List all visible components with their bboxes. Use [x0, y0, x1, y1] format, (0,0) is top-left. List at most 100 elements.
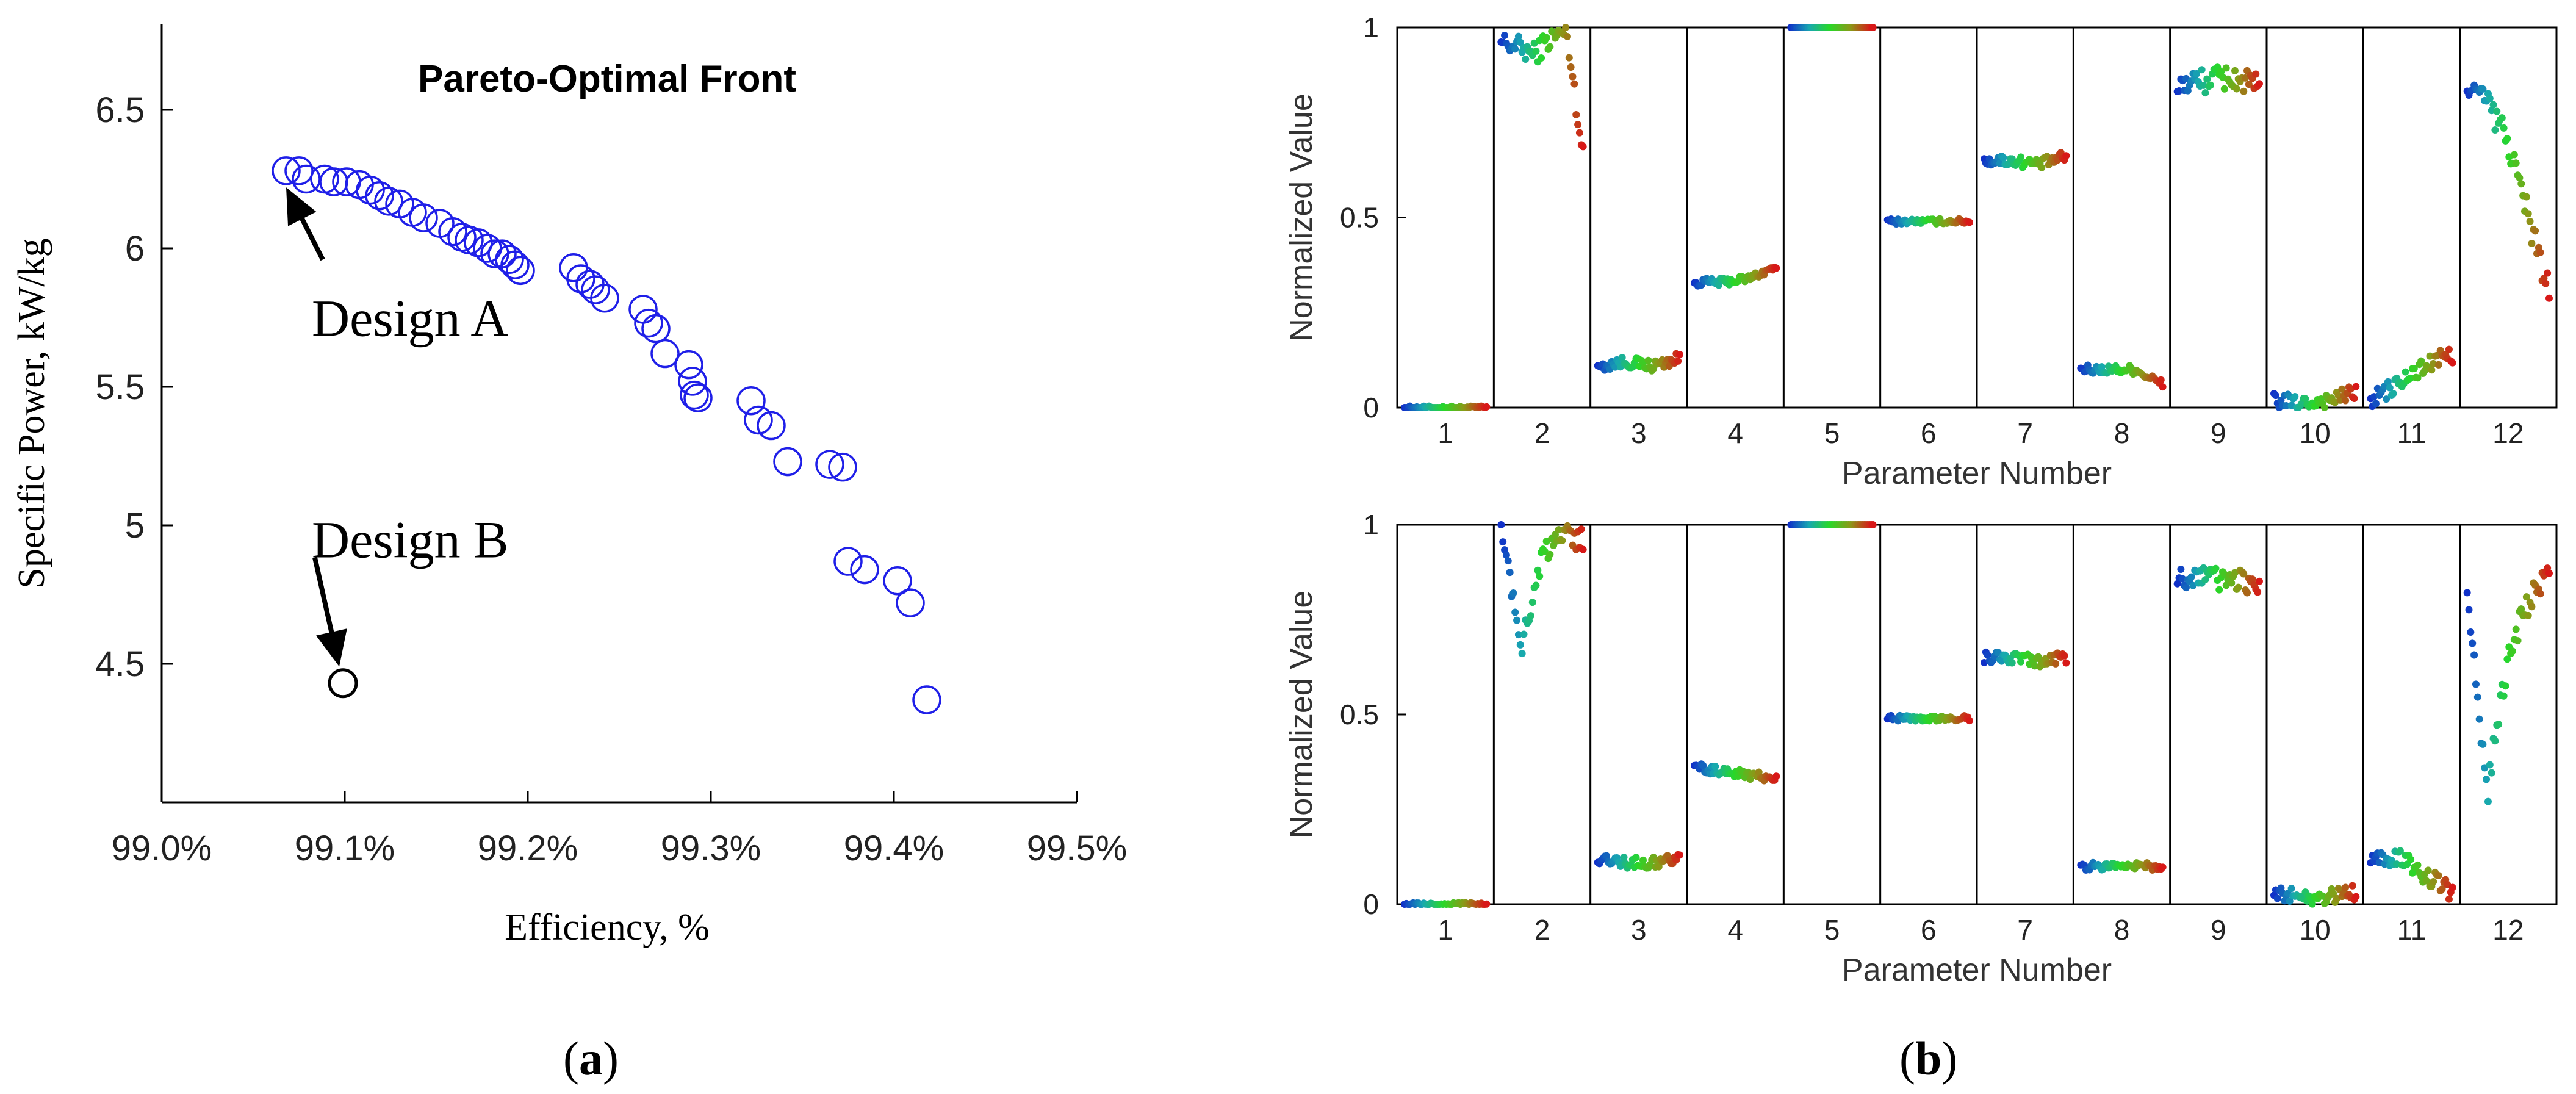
data-point	[2396, 847, 2404, 855]
pareto-point	[284, 156, 314, 185]
data-point	[1579, 143, 1587, 151]
x-tick-label: 8	[2114, 417, 2130, 449]
data-point	[1546, 43, 1554, 51]
data-point	[2283, 402, 2290, 410]
x-axis-label: Parameter Number	[1842, 952, 2112, 988]
data-point	[1514, 32, 1522, 40]
pareto-point	[850, 555, 879, 585]
data-point	[2522, 593, 2530, 601]
x-tick-label: 2	[1534, 417, 1550, 449]
data-point	[1966, 218, 1973, 226]
data-point	[2232, 85, 2240, 93]
data-point	[1511, 45, 1519, 53]
data-point	[2062, 152, 2070, 160]
x-tick-label: 3	[1631, 417, 1647, 449]
annotation-arrow-head	[315, 628, 347, 667]
data-point	[1538, 54, 1545, 62]
pareto-point	[272, 156, 301, 185]
data-point	[2512, 625, 2520, 633]
data-point	[2198, 66, 2206, 74]
y-axis-label: Specific Power, kW/kg	[11, 238, 52, 588]
pareto-point	[409, 203, 438, 232]
x-tick-label: 4	[1727, 914, 1743, 946]
data-point	[2372, 400, 2380, 408]
data-point	[2338, 385, 2346, 393]
data-point	[1483, 900, 1491, 908]
data-point	[1577, 525, 1585, 533]
data-point	[2157, 376, 2165, 384]
data-point	[2445, 895, 2453, 903]
design-a-label: Design A	[312, 289, 509, 348]
pareto-point	[757, 411, 786, 441]
data-point	[1514, 631, 1522, 639]
data-point	[2407, 855, 2415, 863]
y-tick-label: 6.5	[95, 90, 145, 130]
data-point	[1575, 129, 1583, 137]
data-point	[2234, 583, 2242, 591]
data-point	[2486, 761, 2494, 769]
data-point	[1984, 651, 1991, 659]
pareto-point	[365, 181, 394, 211]
caption-b-letter: b	[1915, 1032, 1942, 1085]
data-point	[2465, 606, 2473, 614]
pareto-point	[674, 350, 703, 380]
data-point	[2434, 361, 2442, 369]
x-tick-label: 7	[2017, 417, 2033, 449]
data-point	[2215, 586, 2223, 594]
data-point	[2384, 378, 2392, 386]
data-point	[2498, 114, 2506, 122]
data-point	[2536, 590, 2544, 598]
y-tick-label: 5.5	[95, 367, 145, 407]
data-point	[1569, 73, 1577, 81]
data-point	[2203, 75, 2211, 83]
x-tick-label: 99.0%	[112, 829, 212, 868]
y-tick-label: 1	[1363, 509, 1379, 541]
data-point	[2342, 397, 2350, 405]
pareto-point	[815, 450, 844, 479]
caption-a-open: (	[563, 1032, 579, 1085]
y-axis-label: Normalized Value	[1284, 591, 1319, 839]
pareto-point	[883, 566, 912, 596]
pareto-point	[683, 383, 713, 412]
x-tick-label: 6	[1921, 417, 1937, 449]
x-tick-label: 99.3%	[661, 829, 761, 868]
data-point	[2500, 692, 2508, 700]
data-point	[2272, 392, 2279, 400]
data-point	[1772, 264, 1780, 272]
x-tick-label: 1	[1437, 914, 1453, 946]
x-axis-label: Parameter Number	[1842, 456, 2112, 491]
data-point	[2448, 359, 2456, 367]
data-point	[1602, 852, 1610, 860]
data-point	[2486, 95, 2494, 103]
data-point	[2243, 589, 2251, 597]
data-point	[2524, 210, 2532, 218]
data-point	[2516, 174, 2524, 182]
data-point	[1516, 641, 1524, 649]
pareto-point	[464, 228, 493, 257]
caption-a-letter: a	[578, 1032, 603, 1085]
data-point	[1999, 154, 2007, 162]
data-point	[1676, 851, 1683, 859]
data-point	[2231, 67, 2239, 74]
data-point	[1527, 612, 1534, 620]
data-point	[2301, 395, 2309, 403]
annotation-arrow-head	[286, 187, 317, 226]
x-tick-label: 9	[2211, 914, 2226, 946]
x-tick-label: 1	[1437, 417, 1453, 449]
data-point	[2201, 89, 2209, 97]
data-point	[2424, 866, 2432, 874]
x-tick-label: 11	[2397, 417, 2427, 449]
pareto-point	[500, 250, 530, 279]
data-point	[2252, 70, 2260, 78]
y-tick-label: 0	[1363, 888, 1379, 920]
x-tick-label: 99.1%	[295, 829, 395, 868]
data-point	[2545, 569, 2553, 577]
caption-a-close: )	[602, 1032, 619, 1085]
y-tick-label: 0	[1363, 392, 1379, 423]
data-point	[2402, 368, 2409, 376]
pareto-point	[374, 187, 403, 216]
caption-b-open: (	[1899, 1032, 1915, 1085]
pareto-point	[590, 283, 619, 313]
data-point	[2414, 861, 2422, 869]
data-point	[1674, 357, 1682, 365]
